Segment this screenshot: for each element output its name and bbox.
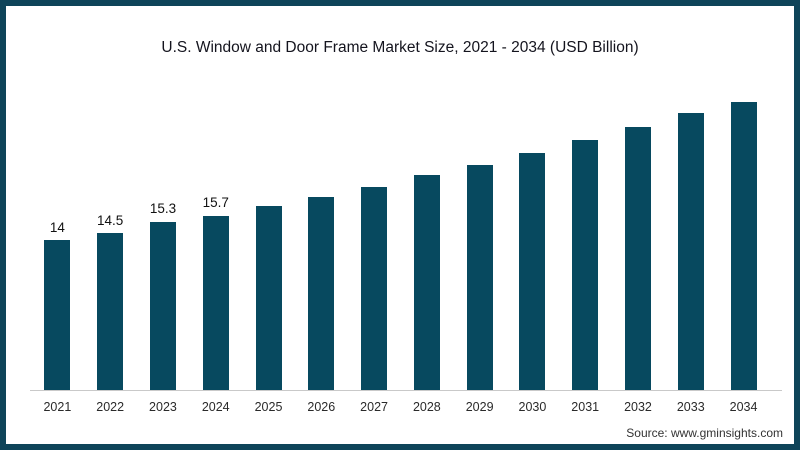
bar-column <box>717 96 770 390</box>
bar-2026 <box>308 197 335 390</box>
bar-column <box>506 96 559 390</box>
x-tick-label: 2029 <box>465 400 494 414</box>
bar-value-label: 14 <box>49 219 65 235</box>
x-tick-label: 2032 <box>624 400 652 414</box>
x-tick-label: 2028 <box>412 400 441 414</box>
plot-area: 14 14.5 15.3 15.7 <box>31 96 770 390</box>
bar-column <box>453 96 506 390</box>
bar-2030 <box>519 153 546 390</box>
bar-2028 <box>413 174 440 390</box>
bar-2024 <box>202 215 229 390</box>
chart-title: U.S. Window and Door Frame Market Size, … <box>161 39 639 56</box>
bar-2027 <box>361 187 388 390</box>
bar-2033 <box>677 113 704 390</box>
bar-column <box>242 96 295 390</box>
bar-column: 14.5 <box>84 96 137 390</box>
bar-column <box>664 96 717 390</box>
x-tick-label: 2027 <box>360 400 388 414</box>
source-text: Source: www.gminsights.com <box>626 426 783 440</box>
bar-2021 <box>44 240 71 390</box>
x-tick-label: 2025 <box>254 400 283 414</box>
x-tick-labels: 2021 2022 2023 2024 2025 2026 2027 2028 2029 2030… <box>31 400 770 414</box>
bar-column: 15.3 <box>137 96 190 390</box>
bar-value-label: 15.7 <box>202 195 229 211</box>
x-tick-label: 2031 <box>571 400 600 414</box>
x-tick-label: 2033 <box>676 400 705 414</box>
bar-2025 <box>255 205 282 390</box>
x-tick-label: 2021 <box>43 400 72 414</box>
bar-2023 <box>149 221 176 390</box>
bar-column <box>295 96 348 390</box>
x-tick-label: 2024 <box>201 400 230 414</box>
x-axis-line <box>30 390 782 391</box>
x-tick-label: 2026 <box>307 400 336 414</box>
bar-column <box>400 96 453 390</box>
bar-column: 15.7 <box>189 96 242 390</box>
bar-column <box>559 96 612 390</box>
bar-2032 <box>624 127 651 390</box>
bar-column: 14 <box>31 96 84 390</box>
x-tick-label: 2022 <box>96 400 125 414</box>
bar-column <box>348 96 401 390</box>
bar-value-label: 15.3 <box>149 201 177 217</box>
bar-2031 <box>572 140 599 390</box>
x-tick-label: 2034 <box>729 400 758 414</box>
bars-container: 14 14.5 15.3 15.7 <box>31 96 770 390</box>
bar-value-label: 14.5 <box>97 212 124 228</box>
x-tick-label: 2023 <box>149 400 177 414</box>
bar-2034 <box>730 102 757 390</box>
bar-column <box>612 96 665 390</box>
bar-2029 <box>466 164 493 390</box>
bar-2022 <box>97 233 124 390</box>
x-tick-label: 2030 <box>518 400 547 414</box>
